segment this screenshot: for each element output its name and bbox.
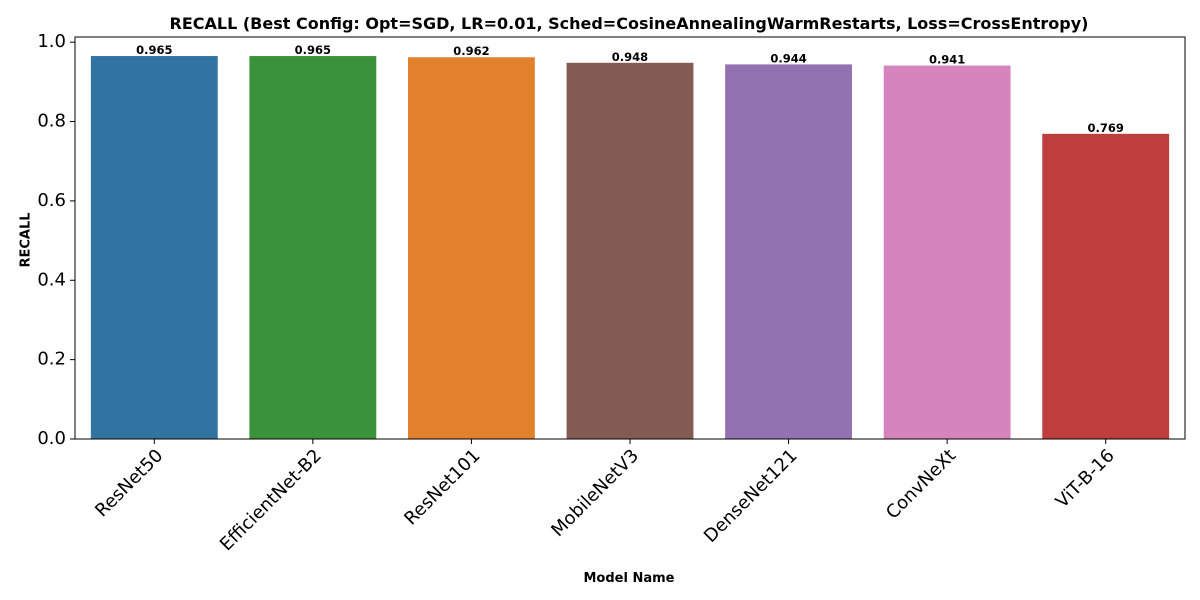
- y-tick-label: 1.0: [37, 31, 66, 52]
- bar-value-label: 0.962: [453, 44, 489, 58]
- x-tick-label: ViT-B-16: [1052, 445, 1119, 512]
- x-tick-label: MobileNetV3: [547, 445, 643, 541]
- bar-value-label: 0.948: [612, 50, 648, 64]
- x-ticks-group: ResNet50 EfficientNet-B2 ResNet101 MobileNe…: [91, 439, 1119, 555]
- y-axis-title: RECALL: [19, 212, 34, 267]
- x-axis-title: Model Name: [584, 571, 675, 586]
- bar-densenet121: [725, 64, 852, 440]
- y-tick-label: 0.2: [37, 349, 66, 370]
- bar-value-label: 0.944: [770, 51, 806, 65]
- y-tick-label: 0.8: [37, 111, 66, 132]
- y-tick-label: 0.0: [37, 428, 66, 449]
- y-axis-title-group: RECALL: [19, 212, 34, 267]
- bar-value-label: 0.965: [295, 43, 331, 57]
- plot-frame: [74, 36, 1186, 440]
- bar-convnext: [883, 65, 1011, 439]
- bar-resnet50: [90, 56, 218, 439]
- bar-labels-group: 0.965 0.965 0.962 0.948 0.944 0.941 0.769: [136, 43, 1124, 135]
- bars-group: [90, 56, 1170, 440]
- bar-resnet101: [408, 57, 535, 440]
- bar-efficientnet-b2: [249, 56, 377, 439]
- y-tick-label: 0.4: [37, 269, 66, 290]
- chart-title: RECALL (Best Config: Opt=SGD, LR=0.01, S…: [170, 14, 1089, 33]
- y-ticks-group: 0.0 0.2 0.4 0.6 0.8 1.0: [37, 31, 75, 449]
- bar-mobilenetv3: [566, 62, 694, 439]
- bar-value-label: 0.965: [136, 43, 172, 57]
- x-tick-label: ResNet50: [91, 445, 167, 521]
- bar-value-label: 0.941: [929, 53, 965, 67]
- bar-value-label: 0.769: [1088, 121, 1124, 135]
- x-tick-label: DenseNet121: [700, 445, 802, 547]
- bar-vit-b-16: [1042, 133, 1170, 439]
- x-tick-label: ConvNeXt: [882, 445, 960, 523]
- y-tick-label: 0.6: [37, 190, 66, 211]
- x-tick-label: EfficientNet-B2: [216, 445, 326, 555]
- x-tick-label: ResNet101: [400, 445, 484, 529]
